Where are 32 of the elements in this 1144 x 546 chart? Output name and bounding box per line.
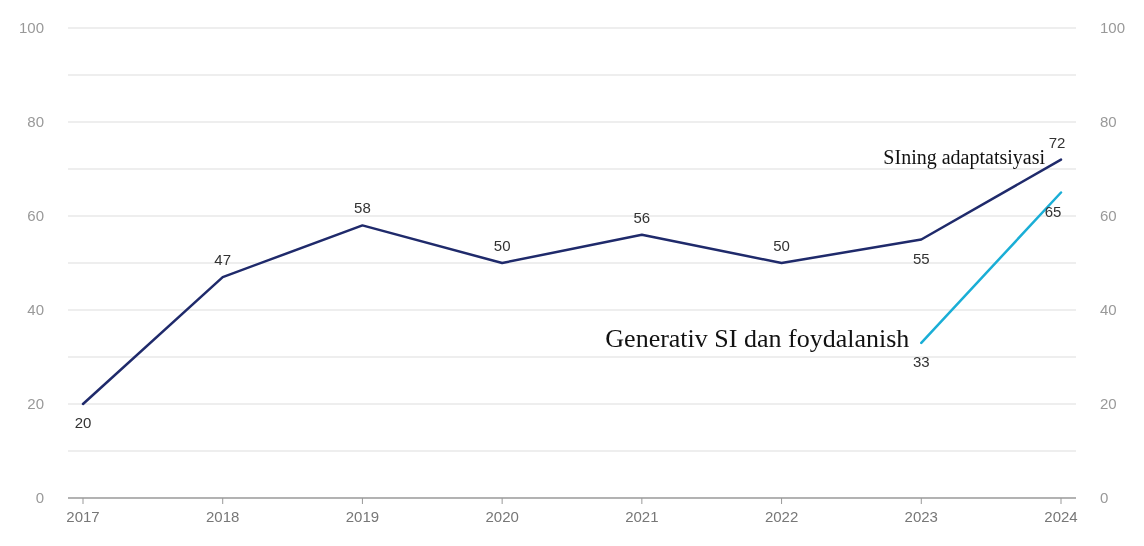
data-label: 50 [493, 237, 511, 254]
data-label: 56 [633, 208, 651, 226]
y-tick-label: 100 [18, 19, 44, 36]
data-label: 47 [214, 251, 232, 269]
y-tick-label: 20 [27, 395, 44, 412]
y2-tick-label: 0 [1100, 489, 1109, 506]
y2-tick-label: 20 [1100, 395, 1117, 412]
y-tick-label: 80 [27, 113, 44, 130]
x-tick-label: 2023 [904, 508, 938, 525]
data-label: 33 [912, 352, 930, 370]
x-tick-label: 2017 [66, 508, 100, 525]
data-label: 72 [1048, 133, 1066, 151]
y2-tick-label: 40 [1100, 301, 1117, 318]
data-label: 65 [1044, 202, 1062, 220]
data-label: 55 [912, 249, 930, 267]
data-label: 50 [773, 237, 790, 254]
y-tick-label: 40 [27, 301, 44, 318]
y2-tick-label: 60 [1100, 207, 1117, 224]
y2-tick-label: 100 [1100, 19, 1126, 36]
x-tick-label: 2018 [206, 508, 240, 525]
x-tick-label: 2019 [345, 508, 380, 525]
x-tick-label: 2021 [625, 508, 659, 525]
series-label: SIning adaptatsiyasi [883, 145, 1046, 169]
y-tick-label: 0 [35, 489, 44, 506]
x-tick-label: 2022 [764, 508, 799, 525]
series-label: Generativ SI dan foydalanish [605, 323, 910, 353]
x-tick-label: 2024 [1044, 508, 1078, 525]
data-label: 20 [74, 414, 92, 431]
y-tick-label: 60 [27, 207, 44, 224]
x-tick-label: 2020 [485, 508, 519, 525]
data-label: 58 [354, 199, 371, 217]
y2-tick-label: 80 [1100, 113, 1117, 130]
